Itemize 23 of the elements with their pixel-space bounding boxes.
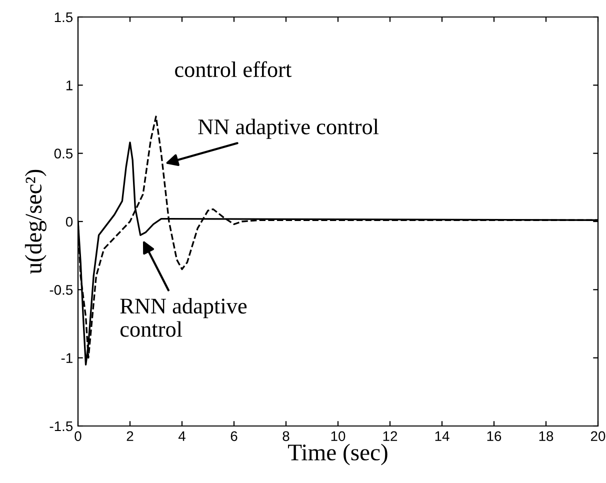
y-tick-label: -1 <box>61 353 72 363</box>
y-tick-label: 1 <box>66 80 72 90</box>
x-axis-title: Time (sec) <box>288 444 388 466</box>
annotation: NN adaptive control <box>198 118 379 139</box>
y-tick-label: 0.5 <box>54 148 73 159</box>
x-tick-label: 0 <box>74 431 82 442</box>
y-axis-title: u(deg/sec²) <box>24 170 46 274</box>
annotation: control effort <box>175 61 292 78</box>
x-tick-label: 4 <box>178 431 186 441</box>
x-tick-label: 14 <box>435 431 450 441</box>
x-tick-label: 6 <box>230 431 238 442</box>
x-tick-label: 12 <box>383 431 398 441</box>
x-tick-label: 2 <box>126 431 134 441</box>
y-tick-label: 1.5 <box>54 12 73 22</box>
y-tick-label: -0.5 <box>50 285 73 295</box>
y-tick-label: -1.5 <box>50 421 73 432</box>
x-tick-label: 18 <box>539 431 554 442</box>
x-tick-label: 10 <box>331 431 346 442</box>
x-tick-label: 16 <box>487 431 502 442</box>
x-tick-label: 20 <box>590 431 606 442</box>
annotation: RNN adaptive control <box>120 298 247 337</box>
x-tick-label: 8 <box>282 431 290 442</box>
y-tick-label: 0 <box>66 216 73 227</box>
